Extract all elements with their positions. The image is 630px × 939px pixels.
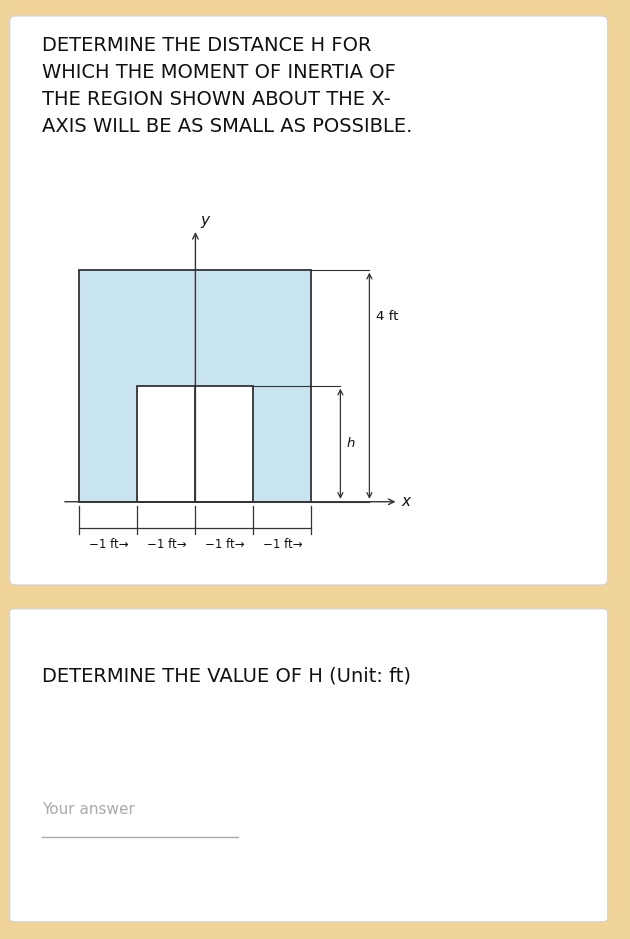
Text: y: y <box>200 213 209 228</box>
Text: DETERMINE THE VALUE OF H (Unit: ft): DETERMINE THE VALUE OF H (Unit: ft) <box>42 666 411 685</box>
FancyBboxPatch shape <box>9 16 608 585</box>
Text: −1 ft→: −1 ft→ <box>147 538 186 551</box>
FancyBboxPatch shape <box>9 608 608 922</box>
Bar <box>79 269 311 501</box>
Text: x: x <box>401 494 410 509</box>
Text: DETERMINE THE DISTANCE H FOR
WHICH THE MOMENT OF INERTIA OF
THE REGION SHOWN ABO: DETERMINE THE DISTANCE H FOR WHICH THE M… <box>42 36 413 136</box>
Text: −1 ft→: −1 ft→ <box>263 538 302 551</box>
Text: −1 ft→: −1 ft→ <box>89 538 129 551</box>
Text: h: h <box>346 438 355 450</box>
Text: 4 ft: 4 ft <box>376 310 399 323</box>
Bar <box>137 386 253 501</box>
Text: Your answer: Your answer <box>42 803 135 818</box>
Text: −1 ft→: −1 ft→ <box>205 538 244 551</box>
